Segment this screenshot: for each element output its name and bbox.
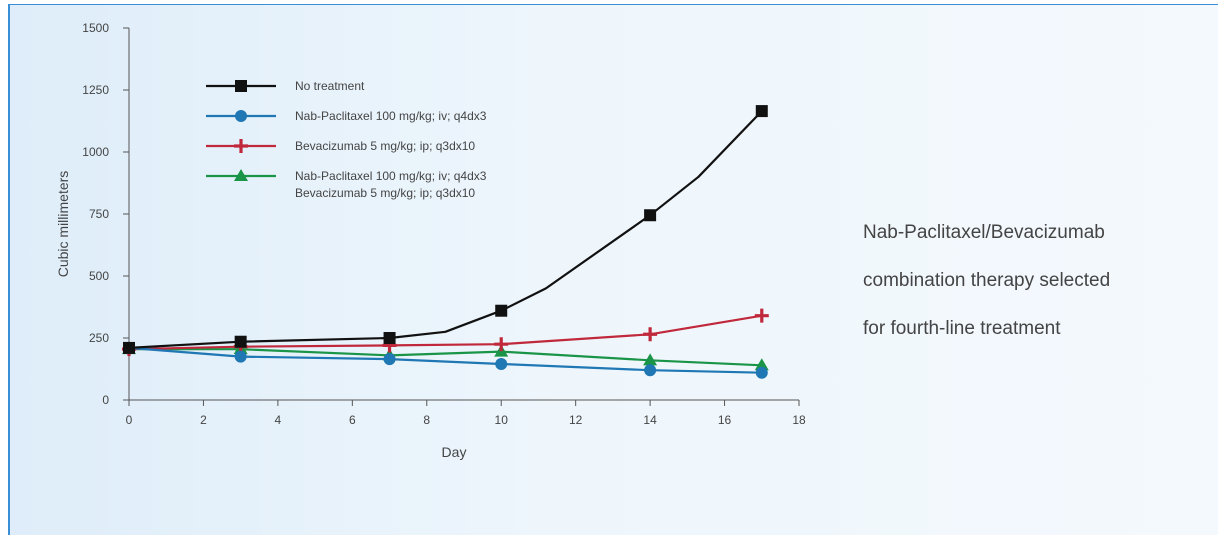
y-tick-label: 1500 — [82, 21, 109, 35]
data-point-circle — [495, 358, 508, 371]
data-point-square — [123, 341, 135, 354]
legend-marker-circle — [235, 110, 247, 122]
series-line-circle — [128, 346, 762, 374]
x-tick-label: 8 — [423, 413, 430, 427]
data-point-circle — [383, 353, 396, 366]
legend-label-line-2: Bevacizumab 5 mg/kg; ip; q3dx10 — [295, 186, 475, 200]
x-tick-label: 6 — [349, 413, 356, 427]
x-tick-label: 4 — [275, 413, 282, 427]
data-point-circle — [644, 364, 657, 377]
x-tick-label: 2 — [200, 413, 207, 427]
y-tick-label: 750 — [89, 207, 109, 221]
y-tick-label: 0 — [102, 393, 109, 407]
caption-line-2: combination therapy selected — [863, 270, 1111, 291]
caption-line-3: for fourth-line treatment — [863, 318, 1061, 339]
y-tick-label: 1250 — [82, 83, 109, 97]
y-axis-title: Cubic millimeters — [55, 171, 71, 278]
legend-marker-plus — [234, 139, 248, 153]
data-point-plus — [643, 327, 658, 342]
x-axis-title: Day — [442, 444, 467, 460]
data-point-square — [234, 335, 247, 348]
legend-label: Nab-Paclitaxel 100 mg/kg; iv; q4dx3 — [295, 109, 487, 123]
y-tick-label: 250 — [89, 331, 109, 345]
data-point-plus — [494, 337, 509, 352]
series-line-triangle — [129, 348, 762, 367]
data-point-plus — [754, 308, 769, 323]
x-tick-label: 0 — [126, 413, 133, 427]
series-line-plus — [128, 314, 762, 351]
chart-panel: 0 2 4 6 8 10 12 14 16 18 0 250 500 750 1000 1250 1500 Day… — [8, 4, 1218, 535]
x-tick-label: 18 — [792, 413, 806, 427]
data-point-square — [755, 105, 768, 118]
data-point-circle — [234, 350, 247, 363]
legend-marker-triangle — [234, 169, 248, 181]
legend-marker-square — [235, 80, 247, 92]
chart-caption: Nab-Paclitaxel/Bevacizumab combination t… — [863, 197, 1163, 365]
data-point-square — [495, 304, 508, 317]
y-tick-label: 500 — [89, 269, 109, 283]
legend-label: Bevacizumab 5 mg/kg; ip; q3dx10 — [295, 139, 475, 153]
caption-line-1: Nab-Paclitaxel/Bevacizumab — [863, 222, 1105, 243]
data-point-triangle — [754, 358, 769, 371]
x-tick-label: 16 — [718, 413, 732, 427]
data-point-square — [644, 209, 657, 222]
legend-label: No treatment — [295, 79, 365, 93]
data-point-triangle — [643, 353, 658, 366]
data-point-circle — [755, 366, 768, 379]
legend-label: Nab-Paclitaxel 100 mg/kg; iv; q4dx3 — [295, 169, 487, 183]
y-tick-label: 1000 — [82, 145, 109, 159]
x-tick-label: 12 — [569, 413, 583, 427]
x-tick-label: 10 — [495, 413, 509, 427]
data-point-square — [383, 332, 396, 344]
x-tick-label: 14 — [643, 413, 657, 427]
line-chart: 0 2 4 6 8 10 12 14 16 18 0 250 500 750 1000 1250 1500 Day… — [55, 21, 806, 460]
